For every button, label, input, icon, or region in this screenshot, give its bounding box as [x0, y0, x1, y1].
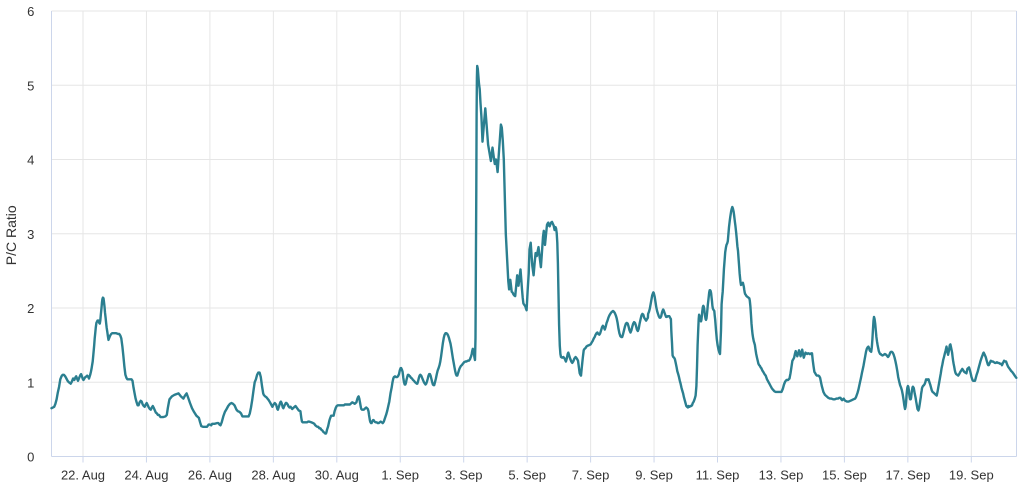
svg-text:22. Aug: 22. Aug: [61, 467, 105, 482]
svg-text:1. Sep: 1. Sep: [381, 467, 419, 482]
svg-text:9. Sep: 9. Sep: [635, 467, 673, 482]
svg-text:1: 1: [27, 375, 34, 390]
svg-text:17. Sep: 17. Sep: [885, 467, 930, 482]
svg-text:P/C Ratio: P/C Ratio: [3, 205, 19, 265]
svg-text:24. Aug: 24. Aug: [124, 467, 168, 482]
svg-text:2: 2: [27, 301, 34, 316]
svg-text:19. Sep: 19. Sep: [949, 467, 994, 482]
svg-text:5. Sep: 5. Sep: [508, 467, 546, 482]
svg-text:30. Aug: 30. Aug: [315, 467, 359, 482]
svg-text:3. Sep: 3. Sep: [445, 467, 483, 482]
svg-text:7. Sep: 7. Sep: [572, 467, 610, 482]
svg-text:4: 4: [27, 153, 34, 168]
svg-text:5: 5: [27, 78, 34, 93]
svg-text:3: 3: [27, 227, 34, 242]
svg-text:26. Aug: 26. Aug: [188, 467, 232, 482]
svg-text:13. Sep: 13. Sep: [759, 467, 804, 482]
svg-text:11. Sep: 11. Sep: [696, 467, 740, 482]
svg-text:28. Aug: 28. Aug: [251, 467, 295, 482]
svg-text:0: 0: [27, 450, 34, 465]
svg-text:6: 6: [27, 4, 34, 19]
svg-text:15. Sep: 15. Sep: [822, 467, 867, 482]
